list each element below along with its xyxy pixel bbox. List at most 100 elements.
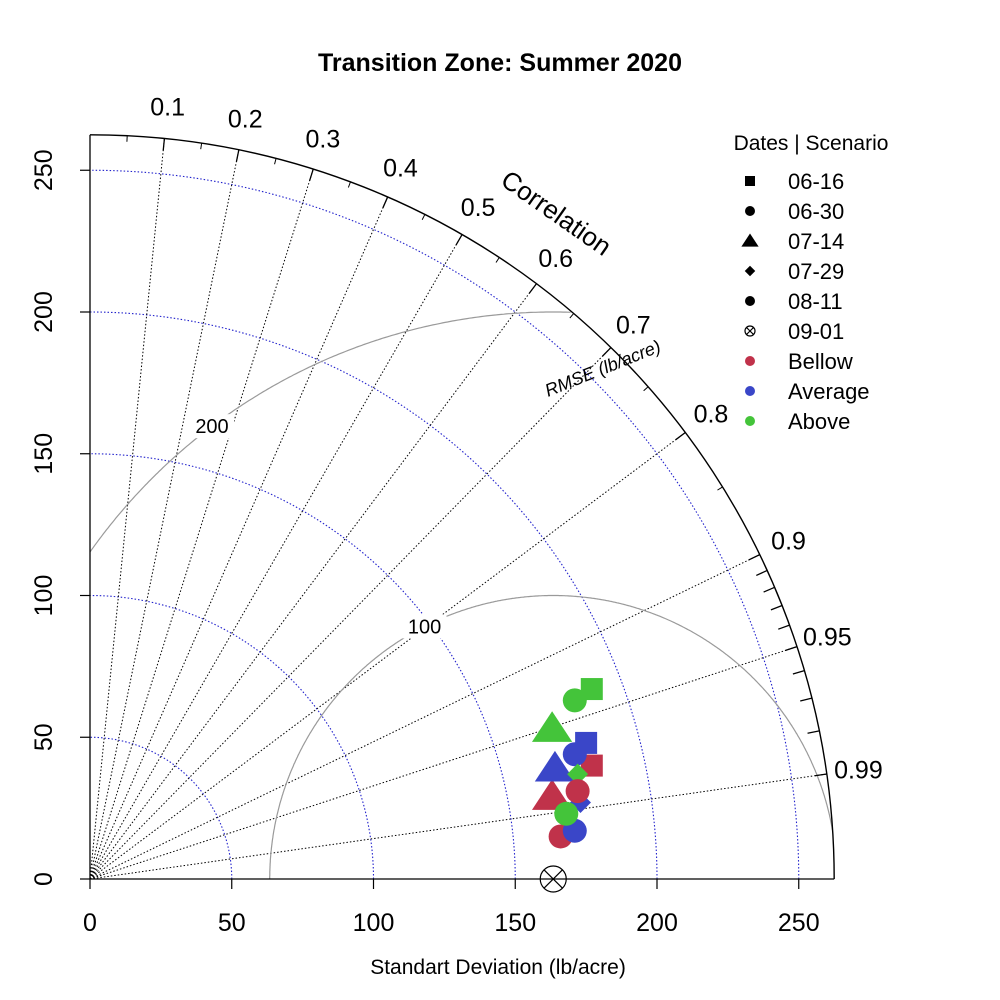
x-axis-label: Standart Deviation (lb/acre) xyxy=(370,956,626,979)
point-06-30-average xyxy=(562,742,587,767)
legend-label: 06-16 xyxy=(788,169,844,194)
correlation-minor-tick xyxy=(455,234,463,246)
sd-circle xyxy=(89,169,800,880)
sd-circle xyxy=(89,453,516,880)
correlation-minor-tick xyxy=(763,586,775,593)
correlation-tick-label: 0.4 xyxy=(383,155,418,183)
correlation-minor-tick xyxy=(807,730,820,734)
correlation-minor-tick xyxy=(800,697,813,702)
rmse-arcs: 100 200 RMSE (lb/acre) xyxy=(89,311,833,879)
correlation-minor-tick xyxy=(235,149,240,162)
y-tick-label: 0 xyxy=(30,872,58,886)
point-08-11-bellow xyxy=(565,779,590,804)
legend-marker xyxy=(741,233,759,247)
correlation-tick-label: 0.8 xyxy=(694,400,729,428)
correlation-minor-tick xyxy=(602,347,612,357)
correlation-tick-label: 0.99 xyxy=(834,757,883,785)
correlation-half-tick xyxy=(569,313,575,319)
legend-label: Above xyxy=(788,409,850,434)
legend-marker xyxy=(744,325,756,337)
sd-grid xyxy=(89,138,827,880)
rmse-axis-label: RMSE (lb/acre) xyxy=(542,336,664,401)
legend-marker xyxy=(745,206,755,216)
correlation-tick-label: 0.1 xyxy=(150,94,185,122)
rmse-arc xyxy=(269,594,833,879)
correlation-ray xyxy=(89,554,760,880)
correlation-minor-tick xyxy=(748,554,761,561)
legend-marker xyxy=(745,386,755,396)
legend-label: 09-01 xyxy=(788,319,844,344)
point-06-16-bellow xyxy=(580,754,603,777)
legend-label: Bellow xyxy=(788,349,853,374)
y-tick-label: 200 xyxy=(30,291,58,333)
sd-axes: 0 0 50 50 100 100 150 150 200 200 250 250 xyxy=(30,134,835,937)
correlation-minor-tick xyxy=(792,670,805,675)
chart-title: Transition Zone: Summer 2020 xyxy=(318,49,682,77)
legend-marker xyxy=(745,296,755,306)
rmse-label-bg xyxy=(190,414,235,439)
rmse-arc xyxy=(89,311,571,553)
correlation-tick-label: 0.9 xyxy=(771,528,806,556)
x-tick-label: 50 xyxy=(218,909,246,937)
legend-label: 07-29 xyxy=(788,259,844,284)
correlation-ray xyxy=(89,773,827,880)
correlation-tick-label: 0.7 xyxy=(616,312,651,340)
correlation-ray xyxy=(89,138,165,880)
sd-circle xyxy=(89,594,375,880)
correlation-ray xyxy=(89,196,389,880)
correlation-minor-tick xyxy=(528,283,538,294)
sd-circle xyxy=(89,736,233,880)
correlation-half-tick xyxy=(495,257,500,263)
correlation-ray xyxy=(89,234,463,880)
point-06-30-above xyxy=(562,688,587,713)
correlation-minor-tick xyxy=(770,604,783,611)
correlation-ray xyxy=(89,168,314,880)
point-07-29-above xyxy=(567,763,589,785)
correlation-minor-tick xyxy=(382,196,389,209)
correlation-minor-tick xyxy=(675,431,686,441)
correlation-minor-tick xyxy=(756,569,768,577)
reference-point-ring xyxy=(539,865,567,893)
rmse-label-bg xyxy=(402,614,447,639)
rmse-arc-label: 200 xyxy=(195,416,228,438)
correlation-half-tick xyxy=(347,181,351,188)
legend-marker xyxy=(745,416,755,426)
correlation-ray xyxy=(89,432,686,880)
legend-label: 08-11 xyxy=(788,289,843,314)
correlation-minor-tick xyxy=(814,773,827,777)
legend-marker xyxy=(744,265,756,277)
correlation-half-tick xyxy=(643,386,649,392)
correlation-tick-label: 0.95 xyxy=(803,624,852,652)
legend-label: 06-30 xyxy=(788,199,844,224)
point-08-11-above xyxy=(554,801,579,826)
correlation-ray xyxy=(89,646,798,880)
x-tick-label: 250 xyxy=(778,909,820,937)
correlation-arc xyxy=(89,134,835,880)
correlation-half-tick xyxy=(717,486,723,491)
legend-marker xyxy=(745,176,755,186)
x-tick-label: 0 xyxy=(83,909,97,937)
correlation-axis: 0.1 0.20.30.40.50.60.70.80.90.950.99Corre… xyxy=(89,94,883,880)
rmse-arc-label: 100 xyxy=(408,616,441,638)
sd-circle xyxy=(89,311,658,880)
point-07-14-above xyxy=(531,711,573,742)
reference-point xyxy=(539,865,567,893)
x-tick-label: 100 xyxy=(353,909,395,937)
correlation-ray xyxy=(89,149,240,880)
y-tick-label: 150 xyxy=(30,433,58,475)
point-07-14-bellow xyxy=(531,779,573,810)
correlation-minor-tick xyxy=(778,624,790,630)
correlation-tick-label: 0.6 xyxy=(538,245,573,273)
correlation-ray xyxy=(89,283,537,880)
legend-marker-cross xyxy=(746,327,754,335)
reference-point-cross xyxy=(543,869,563,889)
correlation-tick-label: 0.3 xyxy=(305,126,340,154)
correlation-half-tick xyxy=(200,143,203,150)
correlation-minor-tick xyxy=(309,168,314,181)
legend-marker xyxy=(745,356,755,366)
correlation-tick-label: 0.2 xyxy=(228,105,263,133)
y-tick-label: 50 xyxy=(30,723,58,751)
correlation-minor-tick xyxy=(162,138,166,151)
point-06-16-above xyxy=(580,678,603,701)
